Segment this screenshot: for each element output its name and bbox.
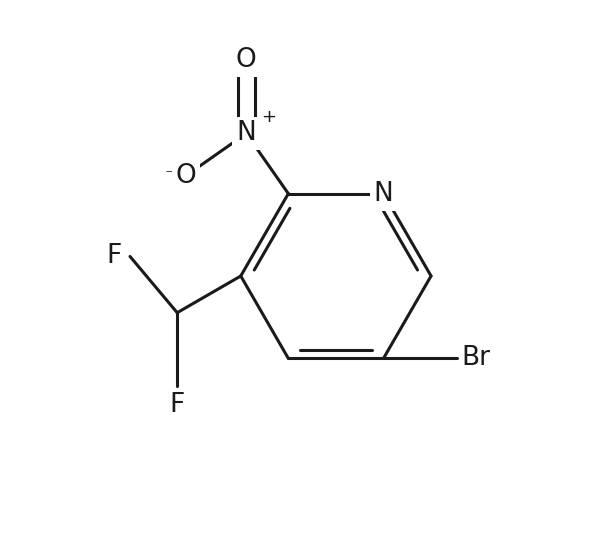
Text: O: O	[236, 47, 256, 73]
Text: +: +	[261, 108, 277, 126]
Text: F: F	[170, 391, 185, 417]
Text: O: O	[176, 163, 196, 189]
Text: N: N	[373, 181, 394, 206]
Text: ⁻: ⁻	[165, 166, 175, 185]
Text: N: N	[236, 120, 256, 146]
Text: Br: Br	[461, 346, 490, 371]
Text: F: F	[106, 243, 122, 269]
